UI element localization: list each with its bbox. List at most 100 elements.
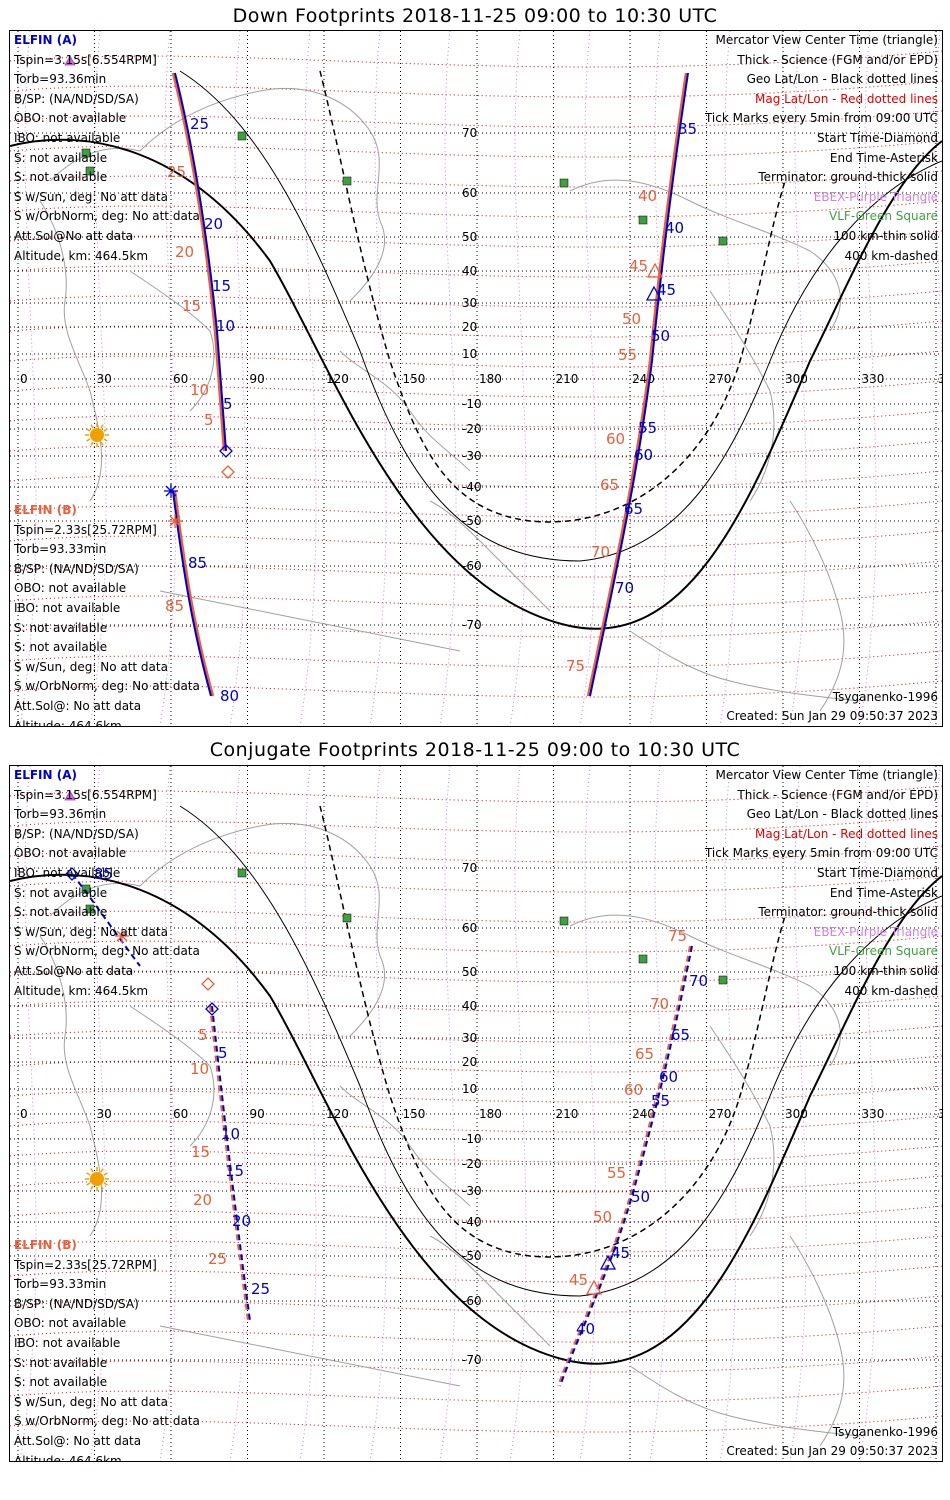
vlf-station-marker	[237, 131, 247, 141]
sun-icon	[85, 423, 109, 447]
elfin-b-line: Torb=93.33min	[14, 1277, 107, 1292]
coastline	[629, 630, 861, 702]
legend-thick: Thick - Science (FGM and/or EPD)	[737, 52, 938, 67]
coastline	[49, 87, 385, 302]
track-tick-label: 20	[232, 1212, 251, 1230]
elfin-b-line: S w/Sun, deg: No att data	[14, 659, 168, 674]
track-tick-label: 50	[651, 327, 670, 345]
sun-icon	[85, 1167, 109, 1191]
lat-label: 30	[462, 296, 477, 310]
lat-label: -60	[462, 1294, 482, 1308]
elfin-a-line: Tspin=3.15s[6.554RPM]	[14, 52, 157, 67]
elfin-a-line: Torb=93.36min	[14, 807, 107, 822]
coastline	[629, 1365, 861, 1437]
mag-lon-line	[299, 31, 317, 726]
panel-title-conjugate: Conjugate Footprints 2018-11-25 09:00 to…	[209, 739, 741, 761]
lon-label: 0	[20, 1107, 28, 1121]
lat-label: 40	[462, 264, 477, 278]
mag-lon-line	[509, 766, 527, 1461]
end-asterisk-marker	[168, 514, 182, 528]
elfin-a-line: IBO: not available	[14, 865, 121, 880]
end-asterisk-marker	[164, 484, 178, 498]
elfin-b-line: S: not available	[14, 1355, 108, 1370]
legend-ticks: Tick Marks every 5min from 09:00 UTC	[704, 111, 938, 126]
mag-lon-line	[929, 766, 942, 1461]
track-tick-label: 55	[638, 419, 657, 437]
elfin-b-line: Tspin=2.33s[25.72RPM]	[14, 522, 157, 537]
legend-start: Start Time-Diamond	[816, 865, 938, 880]
track-tick-label: 60	[624, 1081, 643, 1099]
track-tick-label: 70	[689, 972, 708, 990]
lat-label: 20	[462, 320, 477, 334]
map-canvas-conjugate: 0 30 60 90 120 150 180 210 240 270 300 330 360 70 60 50…	[10, 766, 942, 1461]
lat-label: -40	[462, 480, 482, 494]
mag-lon-line	[369, 31, 387, 726]
legend-block: Mercator View Center Time (triangle) Thi…	[705, 766, 938, 1001]
vlf-station-marker	[559, 178, 569, 188]
elfin-b-line: Altitude: 464.6km	[14, 1453, 122, 1462]
terminator-ground	[10, 873, 942, 1365]
coastline	[569, 914, 841, 1067]
model-label: Tsyganenko-1996	[832, 690, 938, 704]
legend-ebex: EBEX-Purple Triangle	[813, 189, 938, 204]
lon-label: 270	[709, 372, 732, 386]
center-time-triangle	[599, 1254, 617, 1270]
start-diamond-marker	[201, 977, 215, 991]
track-tick-label: 75	[668, 927, 687, 945]
model-label: Tsyganenko-1996	[832, 1425, 938, 1439]
legend-thick: Thick - Science (FGM and/or EPD)	[737, 787, 938, 802]
coastline	[49, 822, 385, 1037]
coastline	[129, 1005, 215, 1147]
elfin-a2-track-blue	[559, 945, 693, 1387]
lat-label: -10	[462, 397, 482, 411]
track-tick-label: 50	[622, 310, 641, 328]
lon-label: 300	[785, 1107, 808, 1121]
elfin-a-line: S w/Sun, deg: No att data	[14, 924, 168, 939]
elfin-a-name: ELFIN (A)	[14, 768, 77, 782]
start-diamond-marker	[205, 1002, 219, 1016]
elfin-b-name: ELFIN (B)	[14, 503, 77, 517]
panel-title-down: Down Footprints 2018-11-25 09:00 to 10:3…	[232, 5, 718, 27]
legend-end: End Time-Asterisk	[829, 885, 938, 900]
mag-lon-line	[859, 31, 877, 726]
terminator-400km	[319, 805, 786, 1258]
mag-lon-line	[89, 31, 107, 726]
lon-label: 150	[403, 372, 426, 386]
track-tick-label: 25	[208, 1250, 227, 1268]
elfin-b-info: ELFIN (B) Tspin=2.33s[25.72RPM] Torb=93.…	[14, 1236, 200, 1462]
elfin-b-line: OBO: not available	[14, 581, 127, 596]
lon-label: 180	[479, 1107, 502, 1121]
coastline	[429, 1235, 551, 1347]
elfin-b-line: Tspin=2.33s[25.72RPM]	[14, 1257, 157, 1272]
mag-lon-line	[649, 31, 667, 726]
mag-lon-line	[19, 766, 37, 1461]
elfin-a2-track-blue	[589, 72, 689, 697]
lon-label: 90	[250, 1107, 265, 1121]
track-tick-label: 15	[182, 297, 201, 315]
vlf-station-marker	[342, 913, 352, 923]
elfin-a-line: IBO: not available	[14, 130, 121, 145]
legend-geo: Geo Lat/Lon - Black dotted lines	[746, 807, 938, 822]
track-tick-label: 25	[251, 1280, 270, 1298]
legend-ticks: Tick Marks every 5min from 09:00 UTC	[704, 846, 938, 861]
elfin-a-line: S: not available	[14, 885, 108, 900]
track-tick-label: 80	[220, 687, 239, 705]
track-tick-label: 10	[190, 1060, 209, 1078]
track-tick-label: 5	[218, 1044, 228, 1062]
elfin-b-line: S w/OrbNorm, deg: No att data	[14, 1414, 200, 1429]
mag-lon-line	[719, 766, 737, 1461]
elfin-b-line: Torb=93.33min	[14, 542, 107, 557]
elfin-a-track-blue	[174, 72, 227, 452]
lat-label: 70	[462, 861, 477, 875]
track-tick-label: 55	[607, 1164, 626, 1182]
terminator-ground	[10, 138, 942, 630]
lon-label: 270	[709, 1107, 732, 1121]
track-tick-label: 35	[678, 120, 697, 138]
track-tick-label: 65	[635, 1045, 654, 1063]
elfin-a-info: ELFIN (A) Tspin=3.15s[6.554RPM] Torb=93.…	[14, 31, 200, 266]
mag-lon-line	[439, 31, 457, 726]
lat-label: -60	[462, 559, 482, 573]
elfin-a-line: Att.Sol@No att data	[14, 228, 134, 243]
mag-lon-line	[789, 31, 807, 726]
lat-label: 10	[462, 1082, 477, 1096]
